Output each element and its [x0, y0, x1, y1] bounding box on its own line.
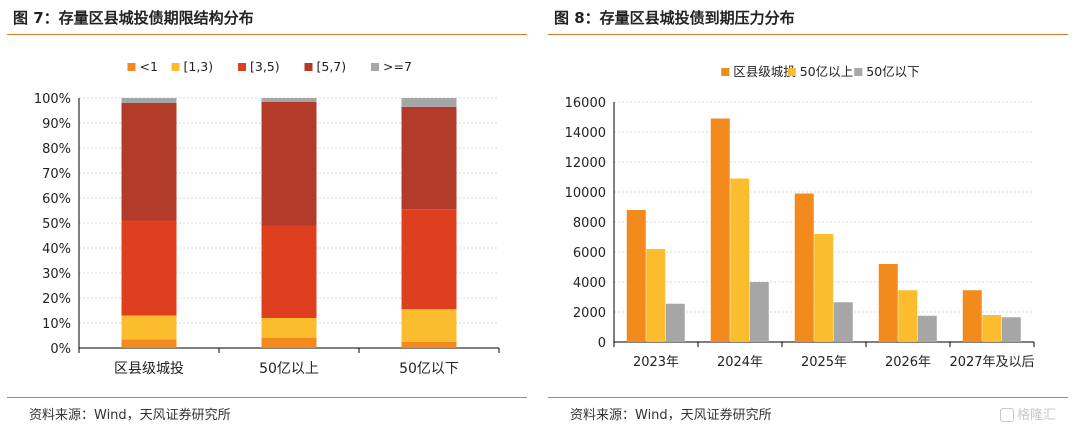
- left-bar-segment: [261, 338, 317, 348]
- left-bar-segment: [261, 98, 317, 102]
- left-bar-segment: [121, 315, 177, 340]
- left-figure-panel: 图 7：存量区县城投债期限结构分布 0% 10% 20% 30% 40% 50% 60% 70…: [7, 0, 531, 432]
- right-y-tick-label: 16000: [565, 96, 606, 111]
- right-x-category-label: 2027年及以后: [949, 355, 1034, 370]
- left-legend-swatch: [171, 63, 180, 71]
- left-source-note: 资料来源：Wind，天风证券研究所: [29, 408, 231, 423]
- left-bar-segment: [261, 225, 317, 318]
- left-footer-rule: [7, 397, 527, 398]
- right-bar: [814, 234, 834, 342]
- left-bar-segment: [261, 318, 317, 338]
- right-x-category-label: 2025年: [801, 355, 847, 370]
- right-bar: [982, 315, 1002, 342]
- right-title-rule: [548, 34, 1068, 35]
- right-x-category-label: 2024年: [717, 355, 763, 370]
- right-bar: [710, 118, 730, 342]
- right-x-category-label: 2023年: [633, 355, 679, 370]
- left-bar-segment: [121, 98, 177, 103]
- right-y-tick-label: 8000: [573, 216, 606, 231]
- right-legend-label: 50亿以下: [866, 64, 919, 79]
- left-legend-swatch: [371, 63, 379, 71]
- right-y-tick-label: 0: [598, 336, 606, 351]
- right-legend-swatch: [721, 68, 730, 76]
- right-bar: [665, 303, 685, 342]
- left-y-tick-label: 0%: [50, 342, 71, 357]
- left-legend-swatch: [238, 63, 246, 71]
- left-legend-swatch: [304, 63, 313, 71]
- left-bar-segment: [401, 341, 457, 348]
- left-legend-label: [5,7): [317, 59, 347, 74]
- right-bar: [626, 210, 646, 342]
- right-legend-swatch: [854, 68, 863, 76]
- right-y-tick-label: 4000: [573, 276, 606, 291]
- left-y-tick-label: 20%: [42, 292, 71, 307]
- right-bar: [794, 193, 814, 342]
- watermark: 格隆汇: [1000, 404, 1056, 423]
- watermark-logo-icon: [1000, 408, 1014, 422]
- right-y-tick-label: 10000: [565, 186, 606, 201]
- left-x-category-label: 50亿以上: [259, 361, 319, 377]
- left-figure-title: 图 7：存量区县城投债期限结构分布: [13, 9, 254, 27]
- left-y-tick-label: 10%: [42, 317, 71, 332]
- right-figure-panel: 图 8：存量区县城投债到期压力分布 0 2000 4000 6000 8000 10000…: [548, 0, 1072, 432]
- right-bar: [833, 302, 853, 342]
- grouped-bar-chart: 0 2000 4000 6000 8000 10000 12000 14000 16000 202…: [565, 64, 1035, 370]
- right-figure-title: 图 8：存量区县城投债到期压力分布: [554, 9, 795, 27]
- right-bar: [646, 249, 666, 342]
- right-legend-swatch: [787, 68, 796, 76]
- right-x-category-label: 2026年: [885, 355, 931, 370]
- right-bar: [898, 290, 918, 342]
- stacked-percent-bar-chart: 0% 10% 20% 30% 40% 50% 60% 70% 80% 90% 100% 区县级城投 50…: [34, 59, 500, 377]
- left-y-tick-label: 80%: [42, 142, 71, 157]
- left-y-tick-label: 70%: [42, 167, 71, 182]
- left-y-tick-label: 100%: [34, 92, 71, 107]
- left-title-rule: [7, 34, 527, 35]
- right-bar: [878, 264, 898, 342]
- left-bar-segment: [401, 309, 457, 342]
- right-bar: [1001, 317, 1021, 342]
- left-bar-segment: [121, 220, 177, 316]
- right-source-note: 资料来源：Wind，天风证券研究所: [570, 408, 772, 423]
- left-bar-segment: [401, 106, 457, 210]
- right-bar: [962, 290, 982, 342]
- left-y-tick-label: 50%: [42, 217, 71, 232]
- left-bar-segment: [401, 209, 457, 310]
- right-footer-rule: [548, 397, 1068, 398]
- right-y-tick-label: 2000: [573, 306, 606, 321]
- left-bar-segment: [121, 339, 177, 348]
- left-bar-segment: [261, 101, 317, 226]
- right-bar: [749, 282, 769, 342]
- right-legend-label: 50亿以上: [800, 64, 853, 79]
- left-bar-segment: [121, 103, 177, 221]
- right-bar: [917, 315, 937, 342]
- left-y-tick-label: 90%: [42, 117, 71, 132]
- left-legend-swatch: [127, 63, 136, 71]
- left-legend-label: <1: [140, 59, 158, 74]
- left-y-tick-label: 30%: [42, 267, 71, 282]
- right-y-tick-label: 14000: [565, 126, 606, 141]
- right-y-tick-label: 12000: [565, 156, 606, 171]
- left-x-category-label: 50亿以下: [399, 361, 459, 377]
- left-legend-label: >=7: [383, 59, 412, 74]
- watermark-text: 格隆汇: [1017, 408, 1057, 423]
- right-legend-label: 区县级城投: [733, 64, 796, 79]
- left-y-tick-label: 40%: [42, 242, 71, 257]
- left-legend-label: [3,5): [250, 59, 280, 74]
- right-y-tick-label: 6000: [573, 246, 606, 261]
- left-y-tick-label: 60%: [42, 192, 71, 207]
- left-bar-segment: [401, 98, 457, 107]
- left-x-category-label: 区县级城投: [114, 361, 184, 377]
- left-legend-label: [1,3): [184, 59, 214, 74]
- right-bar: [730, 178, 750, 342]
